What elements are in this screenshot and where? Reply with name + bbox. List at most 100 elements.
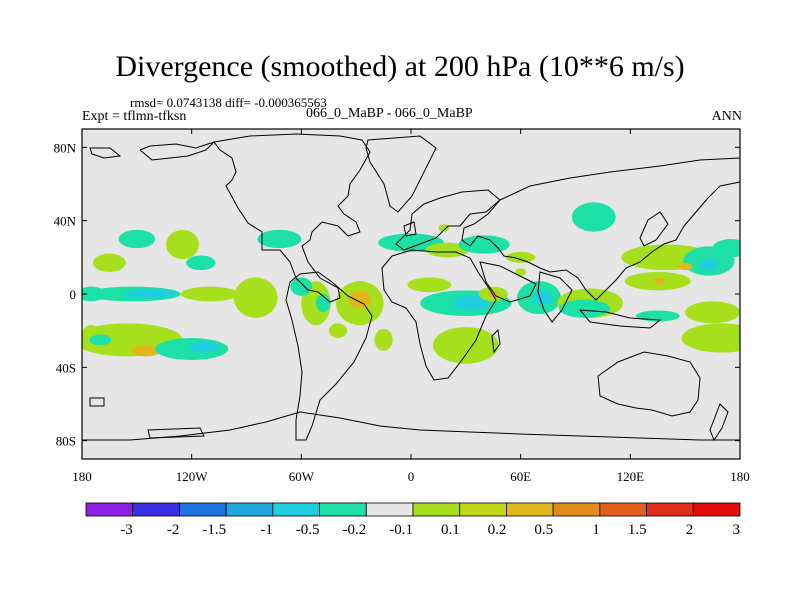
colorbar-label-1: -2 xyxy=(167,522,180,538)
colorbar-label-10: 1 xyxy=(592,522,600,538)
colorbar-swatch-3 xyxy=(225,502,274,517)
divergence-blob-32 xyxy=(533,290,552,305)
colorbar-label-12: 2 xyxy=(686,522,694,538)
divergence-blob-5 xyxy=(124,289,176,299)
divergence-blob-17 xyxy=(328,323,348,338)
colorbar-swatch-11 xyxy=(599,502,647,517)
coastline-greenland xyxy=(365,135,437,213)
colorbar-label-7: 0.1 xyxy=(441,522,460,538)
coastline-uk xyxy=(403,221,417,237)
divergence-blob-43 xyxy=(685,301,740,324)
y-tick-label-3: 40S xyxy=(56,360,76,375)
colorbar-label-3: -1 xyxy=(260,522,273,538)
coastline-asia xyxy=(461,157,740,301)
colorbar-label-0: -3 xyxy=(120,522,133,538)
coastline-antarctica xyxy=(82,411,740,441)
divergence-blob-19 xyxy=(348,290,371,309)
x-tick-label-5: 120E xyxy=(617,469,645,484)
colorbar-label-6: -0.1 xyxy=(389,522,413,538)
divergence-blob-0 xyxy=(118,229,156,249)
colorbar-swatch-13 xyxy=(692,502,741,517)
divergence-blob-39 xyxy=(677,262,693,271)
divergence-blob-41 xyxy=(654,277,666,285)
divergence-blob-10 xyxy=(189,341,220,353)
divergence-blob-23 xyxy=(458,235,510,254)
divergence-blob-8 xyxy=(131,345,161,357)
coastline-indonesia xyxy=(578,309,662,329)
colorbar-swatch-9 xyxy=(506,502,554,517)
stats-label: rmsd= 0.0743138 diff= -0.000365563 xyxy=(130,95,327,110)
season-label: ANN xyxy=(711,109,742,124)
x-tick-label-2: 60W xyxy=(289,469,315,484)
axes: 180 120W 60W 0 60E 120E 180 80N 40N 0 40S 80S xyxy=(54,129,750,484)
divergence-blob-25 xyxy=(407,277,452,293)
divergence-blob-46 xyxy=(82,286,106,302)
colorbar-swatch-1 xyxy=(132,502,180,517)
colorbar-label-5: -0.2 xyxy=(343,522,367,538)
coastlines xyxy=(82,133,740,442)
divergence-blob-3 xyxy=(186,255,216,271)
coastline-south-america xyxy=(285,271,373,441)
divergence-blob-22 xyxy=(425,242,470,258)
divergence-blob-38 xyxy=(699,259,719,271)
colorbar-label-13: 3 xyxy=(733,522,741,538)
divergence-blob-20 xyxy=(374,328,393,351)
coastline-africa xyxy=(381,249,497,381)
divergence-blob-48 xyxy=(515,268,527,276)
colorbar-swatch-4 xyxy=(272,502,320,517)
colorbar-swatch-7 xyxy=(412,502,461,517)
case-label: 066_0_MaBP - 066_0_MaBP xyxy=(306,106,473,121)
coastline-madagascar xyxy=(491,328,501,354)
colorbar-swatch-10 xyxy=(552,502,601,517)
divergence-blob-24 xyxy=(506,251,536,263)
colorbar-swatch-0 xyxy=(85,502,134,517)
coastline-australia xyxy=(597,351,701,417)
chart-title: Divergence (smoothed) at 200 hPa (10**6 … xyxy=(115,50,685,83)
coastline-japan xyxy=(639,211,669,247)
coastline-small-island xyxy=(89,397,105,407)
divergence-blob-13 xyxy=(233,277,278,318)
divergence-blob-12 xyxy=(257,229,302,249)
divergence-blob-30 xyxy=(432,327,499,364)
y-tick-label-2: 0 xyxy=(70,287,77,302)
x-tick-label-3: 0 xyxy=(408,469,415,484)
divergence-blob-47 xyxy=(83,325,99,337)
colorbar-swatch-2 xyxy=(179,502,227,517)
x-tick-label-1: 120W xyxy=(176,469,209,484)
divergence-blob-27 xyxy=(453,295,490,311)
coastline-alaska xyxy=(139,141,215,161)
colorbar: -3 -2 -1.5 -1 -0.5 -0.2 -0.1 0.1 0.2 0.5 1 1.5 2 3 xyxy=(85,502,741,538)
y-tick-label-1: 40N xyxy=(54,214,77,229)
colorbar-label-2: -1.5 xyxy=(202,522,226,538)
divergence-blob-45 xyxy=(712,239,740,258)
colorbar-label-4: -0.5 xyxy=(296,522,320,538)
y-tick-label-4: 80S xyxy=(56,434,76,449)
divergence-blob-15 xyxy=(315,294,331,313)
divergence-blob-33 xyxy=(571,202,616,232)
divergence-blob-35 xyxy=(559,299,611,318)
experiment-label: Expt = tflmn-tfksn xyxy=(82,109,187,124)
coastline-north-america xyxy=(213,133,371,303)
x-tick-label-4: 60E xyxy=(510,469,531,484)
divergence-blob-6 xyxy=(180,286,240,302)
divergence-blob-2 xyxy=(92,253,126,272)
colorbar-label-11: 1.5 xyxy=(628,522,647,538)
divergence-blob-44 xyxy=(681,323,740,353)
colorbar-swatch-12 xyxy=(646,502,694,517)
colorbar-swatch-6 xyxy=(365,502,414,517)
coastline-india xyxy=(537,271,573,323)
colorbar-swatch-5 xyxy=(319,502,367,517)
divergence-blob-11 xyxy=(89,334,112,346)
coastline-europe xyxy=(395,189,501,251)
divergence-blob-49 xyxy=(438,224,450,232)
colorbar-label-8: 0.2 xyxy=(488,522,507,538)
y-tick-label-0: 80N xyxy=(54,140,77,155)
coastline-new-zealand xyxy=(709,403,729,442)
divergence-blob-16 xyxy=(290,277,313,296)
coastline-arabia xyxy=(479,261,537,303)
colorbar-swatch-8 xyxy=(459,502,507,517)
divergence-fields xyxy=(82,202,740,364)
x-tick-label-0: 180 xyxy=(72,469,92,484)
colorbar-label-9: 0.5 xyxy=(534,522,553,538)
